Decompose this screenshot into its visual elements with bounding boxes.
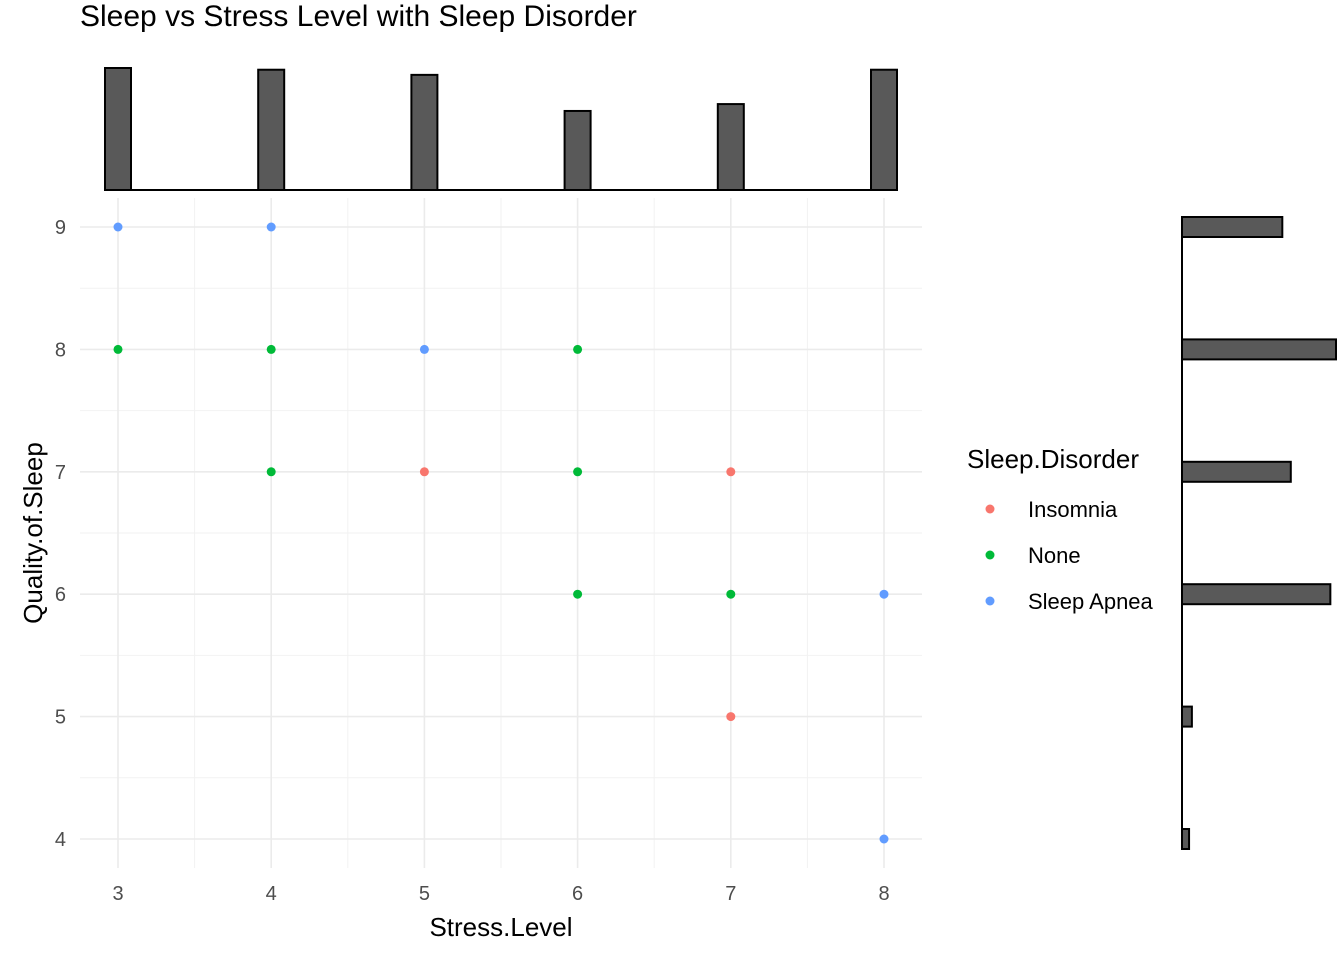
y-histogram-bar	[1181, 216, 1284, 238]
x-tick-label: 4	[266, 883, 277, 905]
x-tick-label: 8	[878, 883, 889, 905]
y-histogram-bar	[1181, 828, 1191, 850]
x-tick-label: 7	[725, 883, 736, 905]
x-tick-label: 6	[572, 883, 583, 905]
y-tick-label: 7	[55, 462, 66, 484]
data-point	[879, 834, 889, 844]
data-point	[113, 344, 123, 354]
y-tick-label: 9	[55, 217, 66, 239]
x-histogram-bar	[563, 109, 592, 191]
x-histogram-bar	[410, 73, 439, 191]
y-axis-title: Quality.of.Sleep	[18, 442, 48, 624]
y-tick-label: 6	[55, 584, 66, 606]
x-histogram-bar	[716, 103, 745, 191]
y-histogram-bar	[1181, 460, 1292, 483]
y-tick-labels: 4 5 6 7 8 9	[55, 217, 66, 851]
x-tick-labels: 3 4 5 6 7 8	[112, 883, 889, 905]
data-point	[419, 344, 429, 354]
legend-label: Sleep Apnea	[1028, 589, 1154, 614]
legend-title: Sleep.Disorder	[967, 444, 1139, 474]
legend-label: None	[1028, 543, 1081, 568]
y-histogram-bar	[1181, 338, 1337, 361]
y-tick-label: 4	[55, 829, 66, 851]
x-histogram-bar	[870, 68, 898, 191]
data-point	[879, 589, 889, 599]
scatter-points	[113, 222, 889, 844]
legend-key	[985, 504, 995, 514]
y-histogram-bar	[1181, 705, 1193, 728]
chart-title: Sleep vs Stress Level with Sleep Disorde…	[80, 0, 637, 33]
y-histogram-bar	[1181, 583, 1332, 606]
data-point	[573, 467, 583, 477]
data-point	[573, 344, 583, 354]
legend-entries: Insomnia None Sleep Apnea	[985, 497, 1154, 614]
y-marginal-histogram	[1181, 216, 1337, 850]
data-point	[726, 467, 736, 477]
x-histogram-bar	[257, 68, 286, 191]
y-tick-label: 5	[55, 707, 66, 729]
data-point	[419, 467, 429, 477]
x-axis-title: Stress.Level	[429, 912, 572, 942]
data-point	[726, 712, 736, 722]
data-point	[266, 467, 276, 477]
legend: Sleep.Disorder Insomnia None Sleep Apnea	[967, 444, 1154, 614]
y-tick-label: 8	[55, 339, 66, 361]
legend-label: Insomnia	[1028, 497, 1118, 522]
data-point	[113, 222, 123, 232]
data-point	[573, 589, 583, 599]
legend-key	[985, 596, 995, 606]
data-point	[726, 589, 736, 599]
x-marginal-histogram	[104, 67, 898, 191]
x-tick-label: 5	[419, 883, 430, 905]
data-point	[266, 344, 276, 354]
x-tick-label: 3	[112, 883, 123, 905]
data-point	[266, 222, 276, 232]
x-histogram-bar	[104, 67, 132, 191]
grid	[80, 198, 922, 868]
legend-key	[985, 550, 995, 560]
